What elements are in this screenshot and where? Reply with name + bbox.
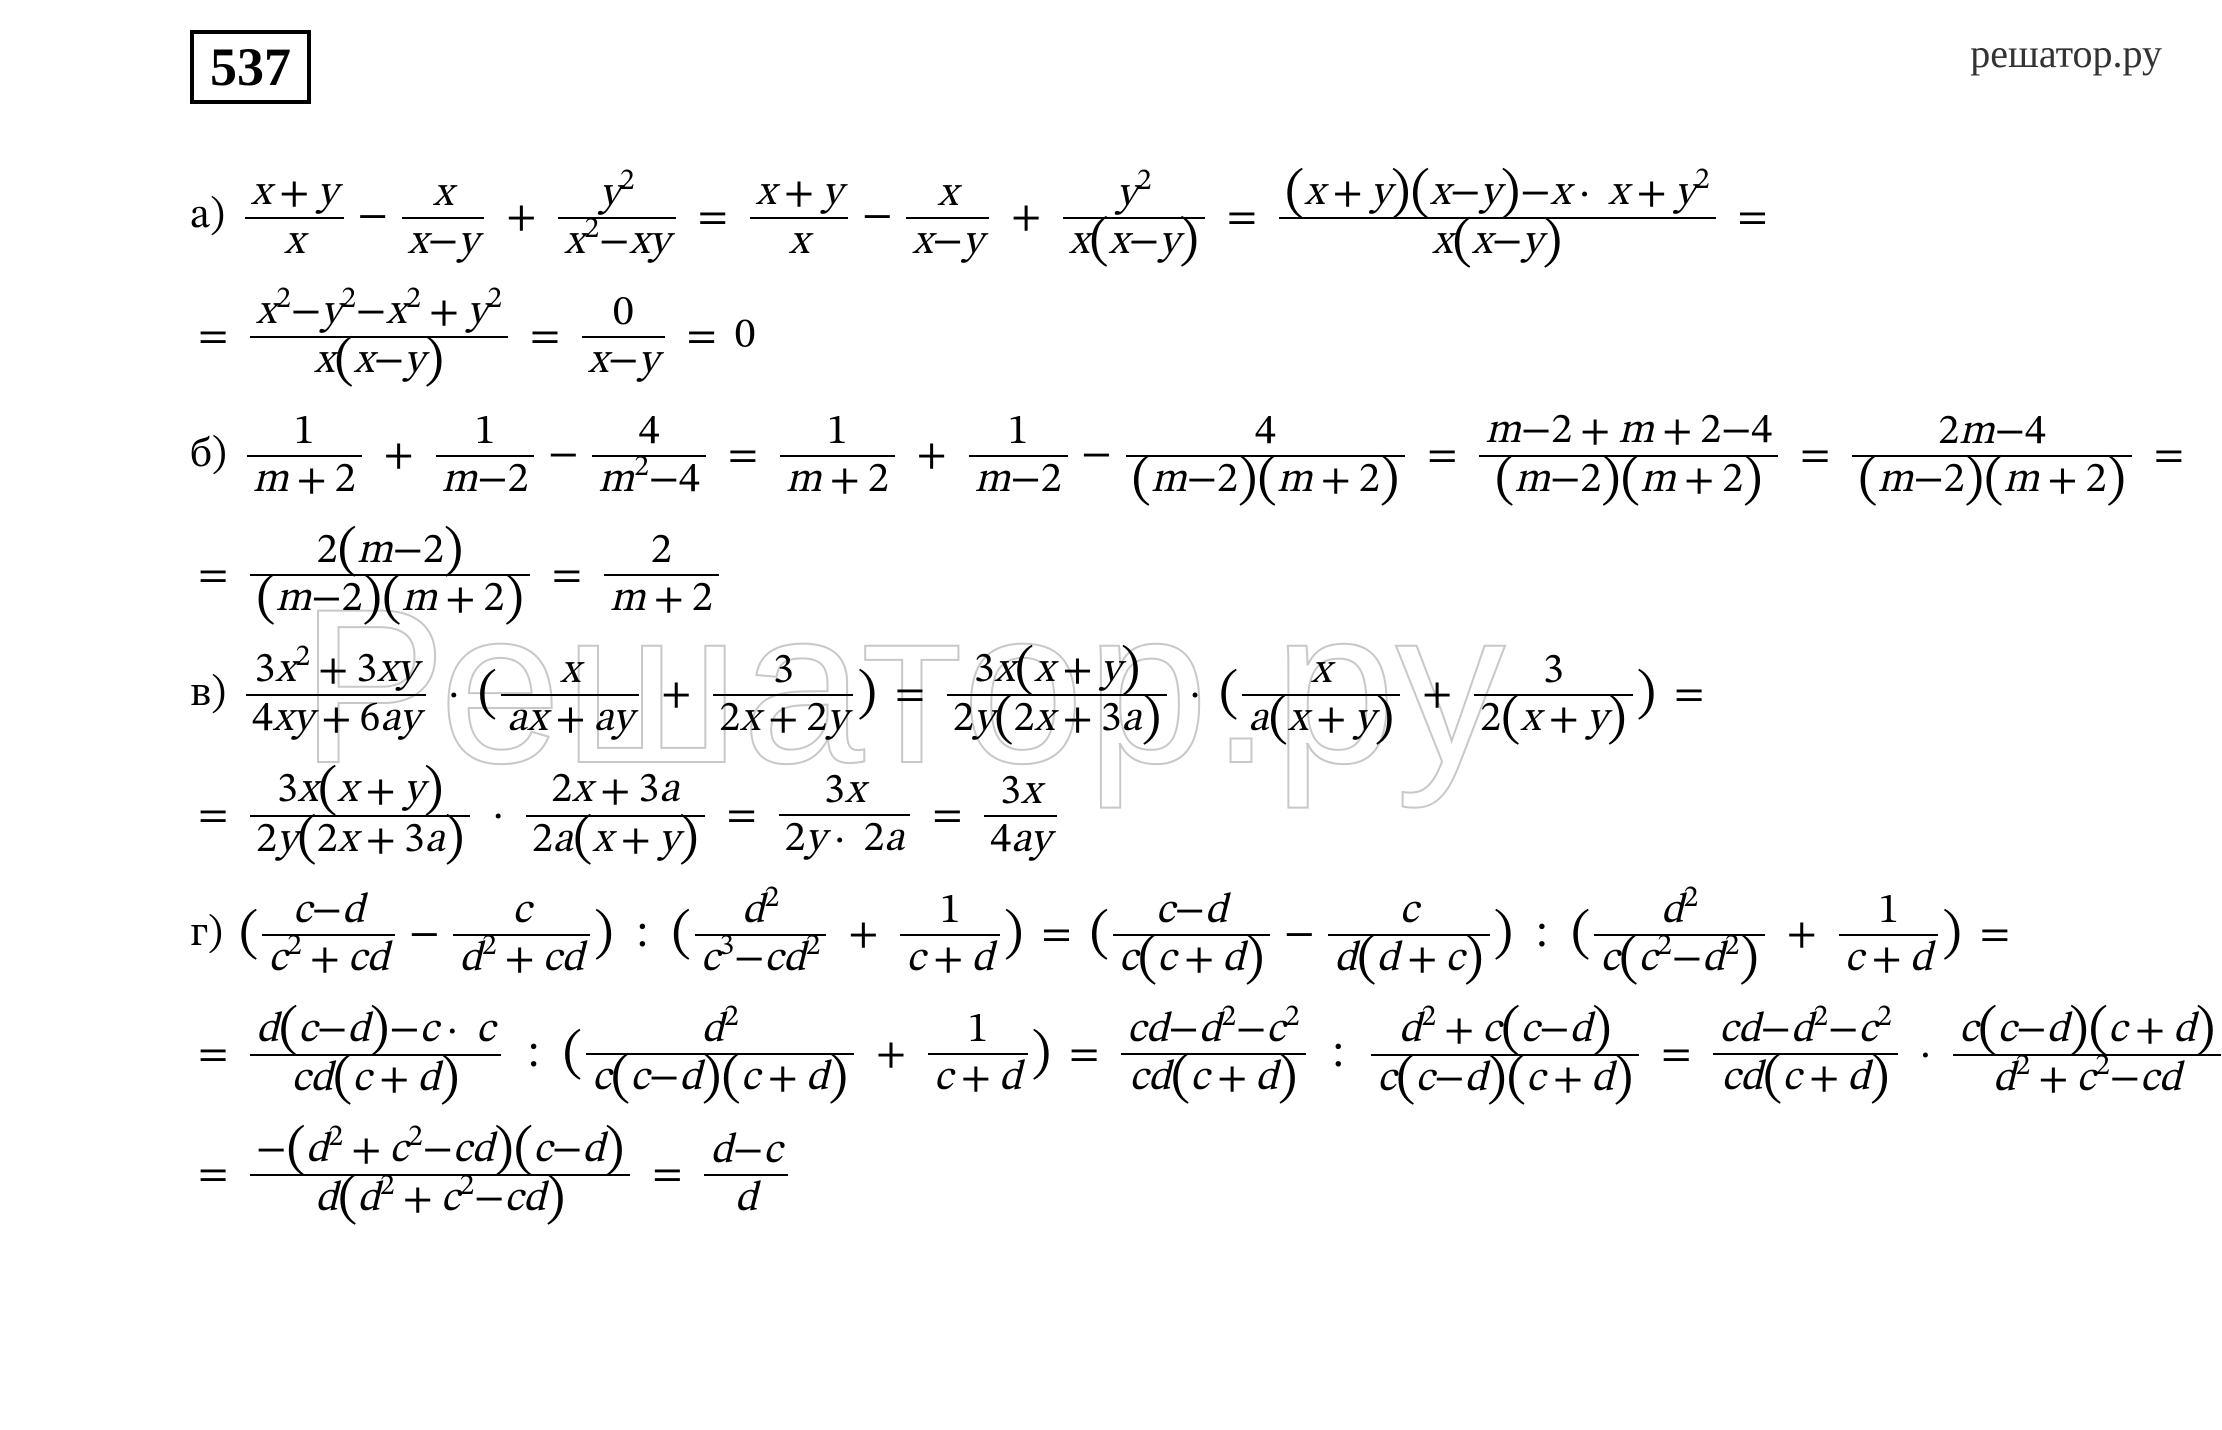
math-line: в) 3x2+3xy4xy+6ay · (xax+ay + 32x+2y) = …	[190, 649, 2162, 741]
item-label: г)	[190, 913, 223, 955]
math-line: = d(c−d)−c· ccd(c+d) ∶ (d2c(c−d)(c+d) + …	[190, 1009, 2162, 1101]
item-label: б)	[190, 434, 227, 476]
math-body: а) x+yx − xx−y + y2x2−xy = x+yx − xx−y +…	[190, 172, 2162, 1221]
problem-content: 537 а) x+yx − xx−y + y2x2−xy = x+yx − xx…	[190, 30, 2162, 1249]
math-line: = x2−y2−x2+y2x(x−y) = 0x−y = 0	[190, 291, 2162, 382]
item-label: а)	[190, 195, 225, 237]
math-line: = 2(m−2)(m−2)(m+2) = 2m+2	[190, 530, 2162, 621]
math-line: = −(d2+c2−cd)(c−d)d(d2+c2−cd) = d−cd	[190, 1129, 2162, 1221]
math-line: а) x+yx − xx−y + y2x2−xy = x+yx − xx−y +…	[190, 172, 2162, 263]
item-label: в)	[190, 673, 226, 715]
problem-number-box: 537	[190, 30, 311, 104]
math-line: б) 1m+2 + 1m−2 − 4m2−4 = 1m+2 + 1m−2 − 4…	[190, 410, 2162, 502]
math-line: г) (c−dc2+cd − cd2+cd) ∶ (d2c3−cd2 + 1c+…	[190, 890, 2162, 981]
math-line: = 3x(x+y)2y(2x+3a) · 2x+3a2a(x+y) = 3x2y…	[190, 769, 2162, 861]
